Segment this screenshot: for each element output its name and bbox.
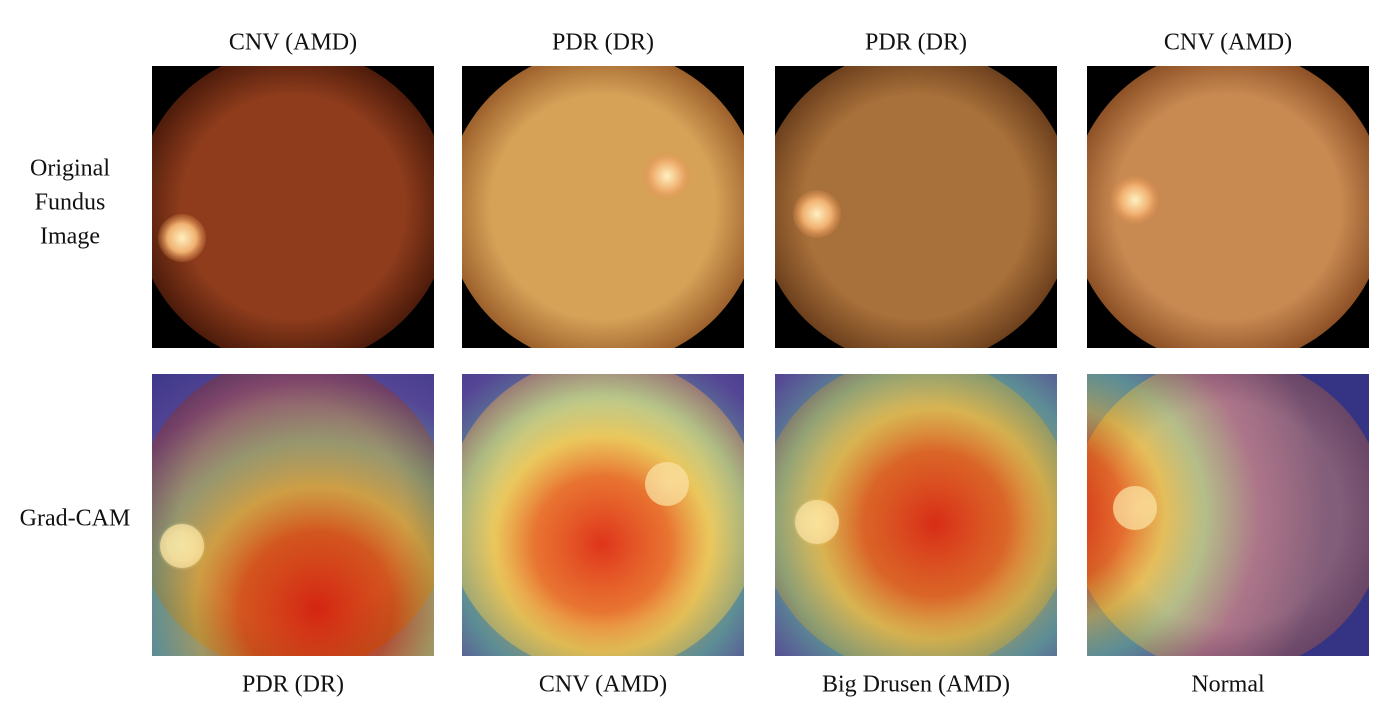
fundus-image [775,66,1057,348]
gradcam-image [775,374,1057,656]
optic-disc [793,190,841,238]
column-top-label: CNV (AMD) [1164,30,1292,56]
heatmap [152,374,434,656]
fundus [152,66,434,348]
column-bottom-label: CNV (AMD) [539,672,667,698]
row-label: Image [40,224,100,250]
heatmap [462,374,744,656]
fundus-image [462,66,744,348]
optic-disc [1113,486,1157,530]
row-label: Fundus [35,190,106,216]
row-label: Original [30,156,110,182]
column-bottom-label: PDR (DR) [242,672,344,698]
column-top-label: PDR (DR) [552,30,654,56]
column-top-label: CNV (AMD) [229,30,357,56]
optic-disc [158,214,206,262]
gradcam-image [152,374,434,656]
column-top-label: PDR (DR) [865,30,967,56]
fundus-image [152,66,434,348]
column-bottom-label: Big Drusen (AMD) [822,672,1010,698]
optic-disc [643,152,691,200]
optic-disc [645,462,689,506]
column-bottom-label: Normal [1191,672,1265,698]
gradcam-image [462,374,744,656]
row-label: Grad-CAM [20,506,131,532]
optic-disc [795,500,839,544]
fundus [1087,66,1369,348]
fundus [462,66,744,348]
optic-disc [1111,176,1159,224]
fundus-image [1087,66,1369,348]
optic-disc [160,524,204,568]
gradcam-image [1087,374,1369,656]
fundus [775,66,1057,348]
